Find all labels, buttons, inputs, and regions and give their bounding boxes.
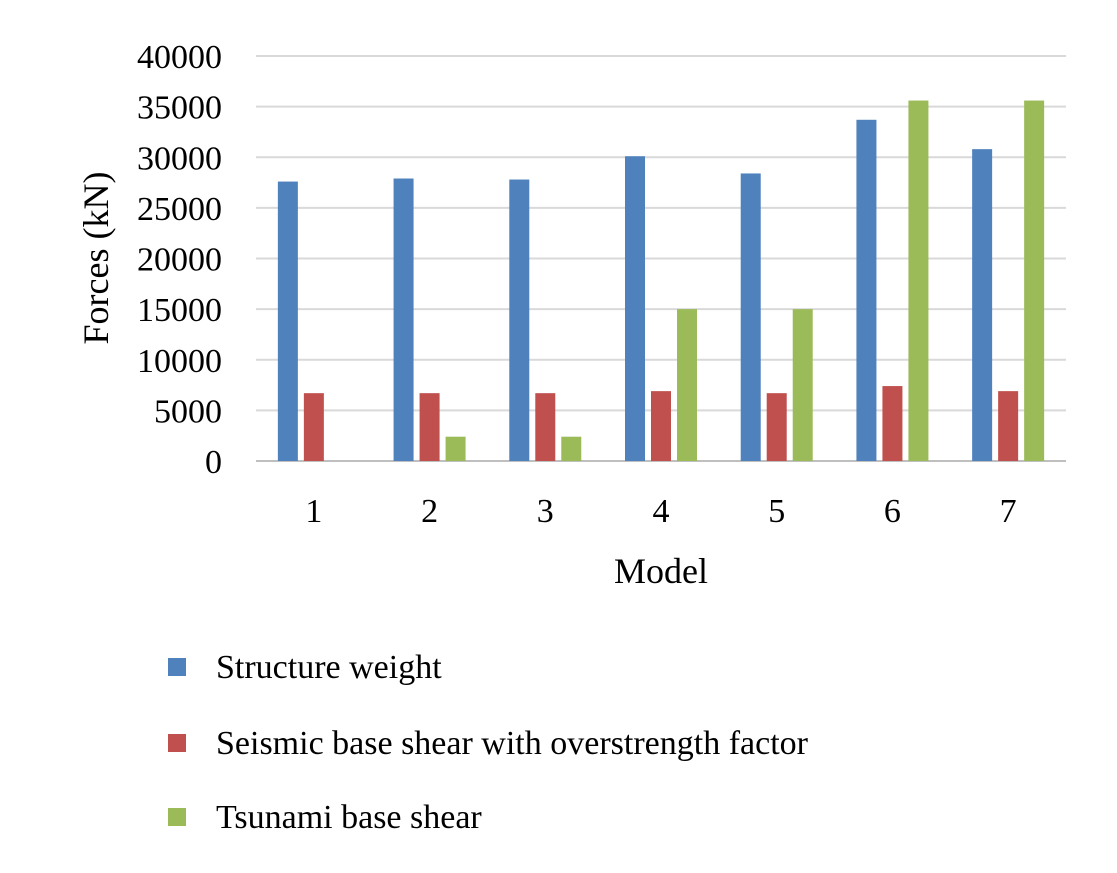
- bar: [972, 149, 993, 461]
- bar: [393, 178, 414, 461]
- bar: [625, 156, 645, 462]
- x-axis-title: Model: [614, 551, 708, 591]
- legend-label: Tsunami base shear: [216, 799, 482, 836]
- x-tick-label: 1: [305, 493, 322, 530]
- bar: [303, 393, 324, 461]
- bar: [535, 393, 556, 461]
- legend-swatch: [168, 808, 186, 826]
- y-tick-label: 10000: [137, 343, 222, 380]
- y-tick-label: 40000: [137, 39, 222, 76]
- bar: [651, 391, 671, 461]
- bar: [445, 436, 466, 461]
- legend-swatch: [168, 658, 186, 676]
- y-tick-label: 0: [205, 444, 222, 481]
- bar: [277, 181, 298, 462]
- y-tick-label: 30000: [137, 140, 222, 177]
- y-tick-label: 20000: [137, 242, 222, 279]
- y-axis-title: Forces (kN): [76, 172, 116, 345]
- bar: [998, 391, 1019, 461]
- x-tick-label: 5: [768, 493, 785, 530]
- bar: [1024, 100, 1045, 462]
- bar: [561, 436, 582, 461]
- bar: [882, 386, 903, 461]
- gridlines: [256, 55, 1066, 462]
- bar: [509, 179, 530, 461]
- x-axis-ticks: 1 2 3 4 5 6 7: [305, 493, 1016, 530]
- x-tick-label: 2: [421, 493, 438, 530]
- bar: [677, 309, 697, 461]
- y-tick-label: 5000: [154, 393, 222, 430]
- y-tick-label: 35000: [137, 90, 222, 127]
- x-tick-label: 4: [653, 493, 670, 530]
- x-tick-label: 3: [537, 493, 554, 530]
- legend-label: Structure weight: [216, 649, 442, 686]
- legend-label: Seismic base shear with overstrength fac…: [216, 725, 809, 762]
- y-tick-label: 25000: [137, 191, 222, 228]
- y-tick-label: 15000: [137, 292, 222, 329]
- bar: [908, 100, 929, 462]
- legend: Structure weight Seismic base shear with …: [168, 649, 809, 836]
- y-axis-ticks: 0 5000 10000 15000 20000 25000 30000 35000 40000: [137, 39, 222, 481]
- bar: [792, 309, 813, 461]
- bar: [740, 173, 761, 461]
- legend-swatch: [168, 734, 186, 752]
- bar: [766, 393, 787, 461]
- x-tick-label: 6: [884, 493, 901, 530]
- x-tick-label: 7: [1000, 493, 1017, 530]
- bars: [277, 100, 1045, 462]
- bar: [856, 119, 877, 461]
- bar: [419, 393, 440, 461]
